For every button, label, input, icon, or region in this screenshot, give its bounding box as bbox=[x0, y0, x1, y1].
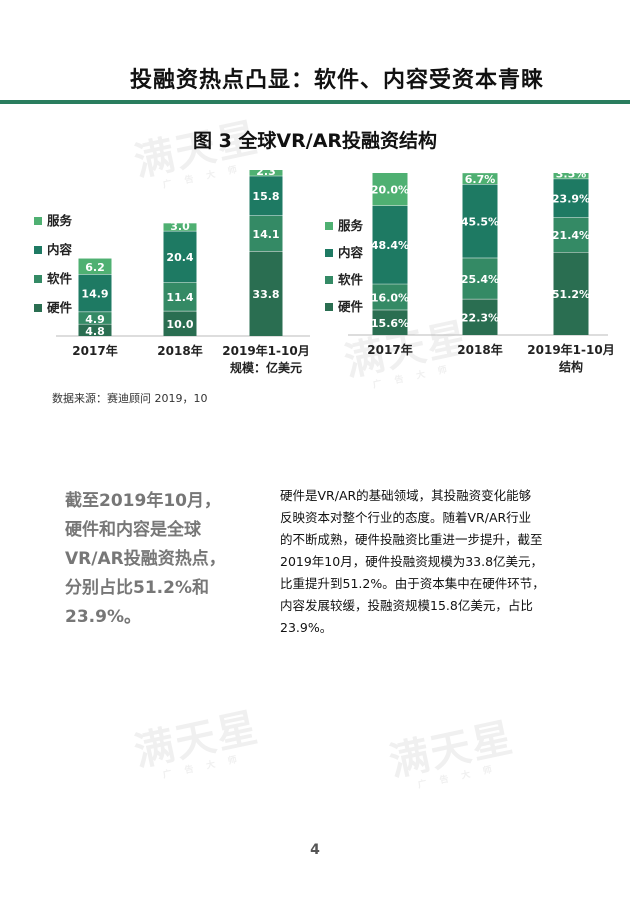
data-label: 48.4% bbox=[371, 239, 409, 252]
bar-segment-service bbox=[78, 258, 112, 275]
data-label: 11.4 bbox=[166, 291, 193, 304]
bar-segment-content bbox=[372, 205, 408, 284]
bar-segment-software bbox=[78, 311, 112, 324]
bar-segment-service bbox=[462, 173, 498, 185]
figure-title: 图 3 全球VR/AR投融资结构 bbox=[192, 130, 438, 152]
data-label: 15.6% bbox=[371, 317, 409, 330]
legend-swatch-service bbox=[34, 217, 42, 225]
legend-swatch-hardware bbox=[325, 303, 333, 311]
legend-label-software: 软件 bbox=[338, 272, 364, 287]
data-label: 10.0 bbox=[166, 318, 193, 331]
bar-segment-hardware bbox=[553, 252, 589, 335]
bar-segment-software bbox=[462, 257, 498, 299]
bar-segment-content bbox=[553, 178, 589, 218]
data-label: 4.9 bbox=[85, 313, 105, 326]
legend-swatch-content bbox=[325, 249, 333, 257]
data-label: 6.7% bbox=[465, 173, 496, 186]
legend-label-hardware: 硬件 bbox=[47, 300, 73, 315]
bar-segment-content bbox=[163, 230, 197, 283]
legend-label-content: 内容 bbox=[47, 242, 73, 257]
legend-label-service: 服务 bbox=[338, 218, 364, 233]
data-label: 21.4% bbox=[552, 229, 590, 242]
legend-swatch-software bbox=[34, 275, 42, 283]
bar-segment-content bbox=[78, 274, 112, 312]
bar-segment-software bbox=[249, 215, 283, 251]
page-title: 投融资热点凸显：软件、内容受资本青睐 bbox=[130, 68, 545, 93]
legend-swatch-hardware bbox=[34, 304, 42, 312]
data-label: 3.0 bbox=[170, 220, 190, 233]
data-label: 33.8 bbox=[252, 288, 279, 301]
data-label: 6.2 bbox=[85, 261, 105, 274]
bar-segment-hardware bbox=[462, 298, 498, 335]
axis-caption: 结构 bbox=[559, 359, 583, 374]
data-label: 45.5% bbox=[461, 215, 499, 228]
bar-segment-software bbox=[372, 283, 408, 310]
data-label: 25.4% bbox=[461, 273, 499, 286]
x-tick-label: 2019年1-10月 bbox=[222, 343, 309, 358]
watermark: 满天星 广 告 大 师 bbox=[385, 715, 520, 795]
legend-label-software: 软件 bbox=[47, 271, 73, 286]
data-source: 数据来源：赛迪顾问 2019，10 bbox=[52, 392, 208, 405]
x-tick-label: 2017年 bbox=[72, 343, 117, 358]
bar-segment-software bbox=[163, 282, 197, 311]
data-label: 14.9 bbox=[81, 287, 108, 300]
data-label: 51.2% bbox=[552, 288, 590, 301]
bar-segment-service bbox=[553, 173, 589, 179]
data-label: 16.0% bbox=[371, 291, 409, 304]
data-label: 20.0% bbox=[371, 184, 409, 197]
bar-segment-service bbox=[163, 223, 197, 231]
legend-swatch-software bbox=[325, 276, 333, 284]
body-paragraph: 硬件是VR/AR的基础领域，其投融资变化能够 反映资本对整个行业的态度。随着VR… bbox=[280, 488, 545, 635]
data-label: 14.1 bbox=[252, 228, 279, 241]
bar-segment-hardware bbox=[78, 323, 112, 336]
page-number: 4 bbox=[310, 842, 320, 858]
x-tick-label: 2019年1-10月 bbox=[527, 342, 614, 357]
data-label: 3.5% bbox=[556, 168, 587, 181]
data-label: 2.3 bbox=[256, 165, 276, 178]
bar-segment-hardware bbox=[163, 310, 197, 336]
bar-segment-hardware bbox=[249, 250, 283, 336]
x-tick-label: 2018年 bbox=[157, 343, 202, 358]
data-label: 23.9% bbox=[552, 193, 590, 206]
watermark: 满天星 广 告 大 师 bbox=[130, 705, 265, 785]
data-label: 20.4 bbox=[166, 251, 193, 264]
highlight-summary: 截至2019年10月， 硬件和内容是全球 VR/AR投融资热点， 分别占比51.… bbox=[65, 491, 226, 627]
bar-segment-service bbox=[249, 170, 283, 176]
bar-segment-content bbox=[462, 184, 498, 258]
bar-segment-hardware bbox=[372, 309, 408, 335]
bar-segment-content bbox=[249, 175, 283, 216]
legend-swatch-content bbox=[34, 246, 42, 254]
legend-label-hardware: 硬件 bbox=[338, 299, 364, 314]
data-label: 15.8 bbox=[252, 190, 279, 203]
legend-label-content: 内容 bbox=[338, 245, 364, 260]
x-tick-label: 2018年 bbox=[457, 342, 502, 357]
legend-swatch-service bbox=[325, 222, 333, 230]
data-label: 22.3% bbox=[461, 311, 499, 324]
x-tick-label: 2017年 bbox=[367, 342, 412, 357]
title-divider bbox=[0, 100, 630, 104]
bar-segment-service bbox=[372, 173, 408, 206]
data-label: 4.8 bbox=[85, 325, 105, 338]
bar-segment-software bbox=[553, 217, 589, 253]
axis-caption: 规模：亿美元 bbox=[230, 360, 302, 375]
legend-label-service: 服务 bbox=[47, 213, 73, 228]
